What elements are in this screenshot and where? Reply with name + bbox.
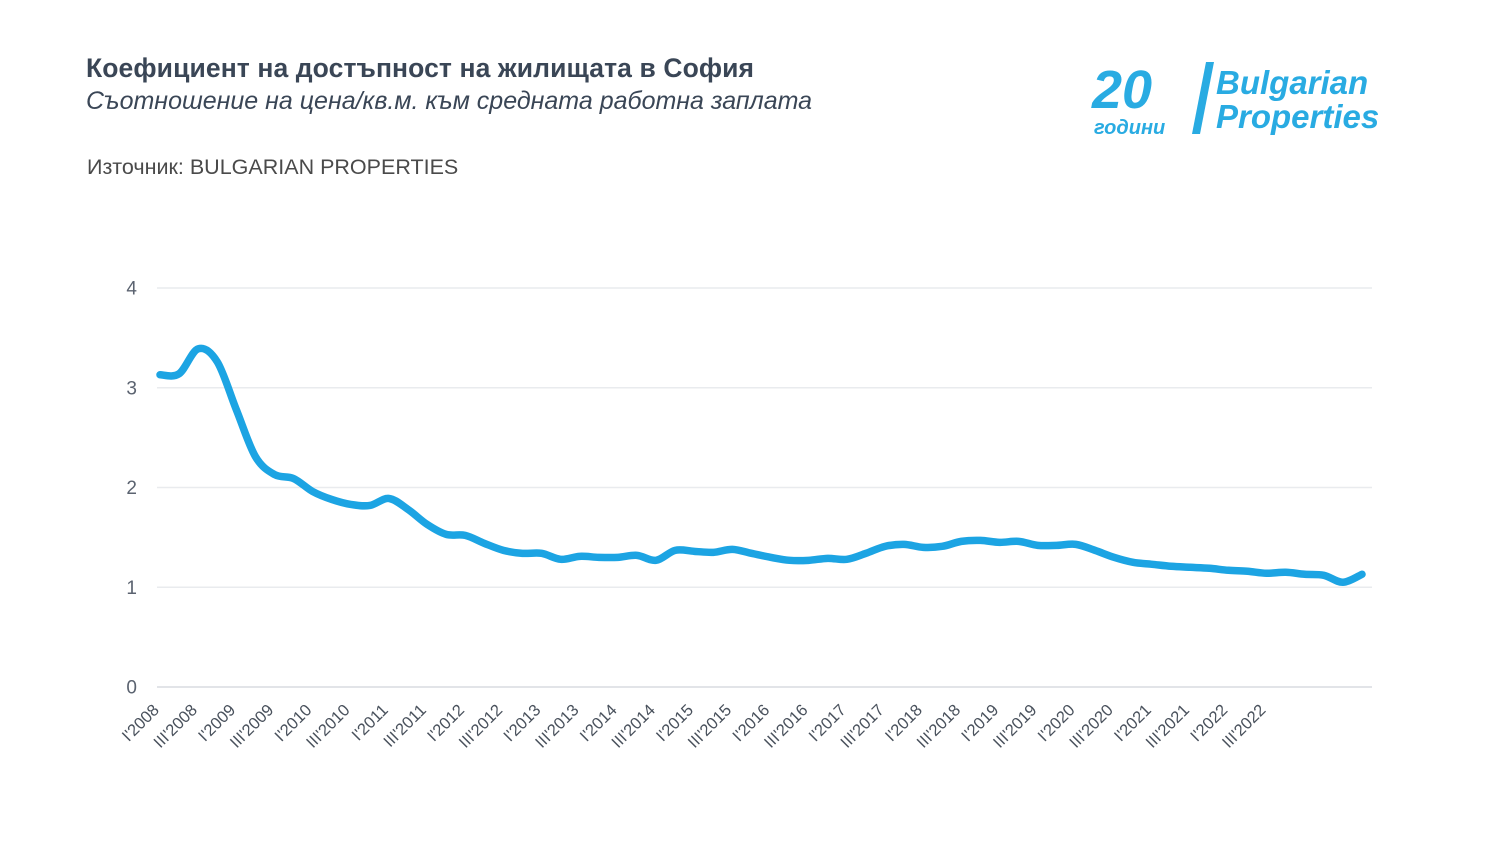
affordability-line-chart: 0 1 2 3 4 I'2008 III'2008 I'2009 III'2009 I'2010… (0, 200, 1500, 844)
svg-text:20: 20 (1091, 60, 1152, 120)
y-tick-1: 1 (126, 578, 137, 599)
chart-source-label: Източник: BULGARIAN PROPERTIES (87, 155, 459, 179)
x-tick-label: III'2016 (761, 701, 812, 752)
bulgarian-properties-logo: 20 години Bulgarian Properties (1088, 52, 1428, 144)
chart-gridlines (157, 287, 1372, 688)
svg-text:Properties: Properties (1216, 98, 1379, 135)
svg-text:Bulgarian: Bulgarian (1216, 64, 1368, 101)
x-tick-label: III'2014 (608, 701, 659, 752)
x-axis-tick-labels: I'2008III'2008I'2009III'2009I'2010III'20… (119, 701, 1270, 752)
x-tick-label: III'2008 (150, 701, 201, 752)
x-tick-label: III'2015 (685, 701, 736, 752)
x-tick-label: III'2018 (914, 701, 965, 752)
page-title: Коефициент на достъпност на жилищата в С… (86, 53, 755, 83)
x-tick-label: III'2013 (532, 701, 583, 752)
logo-brand-text: Bulgarian Properties (1215, 63, 1380, 135)
x-tick-label: III'2010 (303, 701, 354, 752)
y-tick-2: 2 (126, 478, 137, 499)
logo-anniversary-number: 20 (1091, 60, 1152, 120)
logo-years-word: години (1094, 117, 1165, 139)
chart-header: Коефициент на достъпност на жилищата в С… (0, 0, 1500, 200)
logo-separator (1192, 62, 1214, 134)
y-tick-0: 0 (126, 678, 137, 699)
data-series (156, 344, 1366, 587)
x-tick-label: III'2022 (1219, 701, 1270, 752)
x-tick-label: III'2017 (837, 701, 888, 752)
y-tick-3: 3 (126, 378, 137, 399)
svg-text:години: години (1094, 117, 1165, 139)
x-tick-label: III'2012 (456, 701, 507, 752)
x-tick-label: III'2021 (1142, 701, 1193, 752)
affordability-line (156, 344, 1366, 587)
x-tick-label: III'2009 (227, 701, 278, 752)
y-tick-4: 4 (126, 279, 137, 300)
chart-subtitle: Съотношение на цена/кв.м. към средната р… (86, 87, 813, 116)
x-tick-label: III'2011 (380, 701, 430, 751)
x-tick-label: III'2020 (1066, 701, 1117, 752)
y-axis-tick-labels: 0 1 2 3 4 (126, 279, 137, 699)
title-block: Коефициент на достъпност на жилищата в С… (86, 52, 1086, 117)
x-tick-label: III'2019 (990, 701, 1041, 752)
